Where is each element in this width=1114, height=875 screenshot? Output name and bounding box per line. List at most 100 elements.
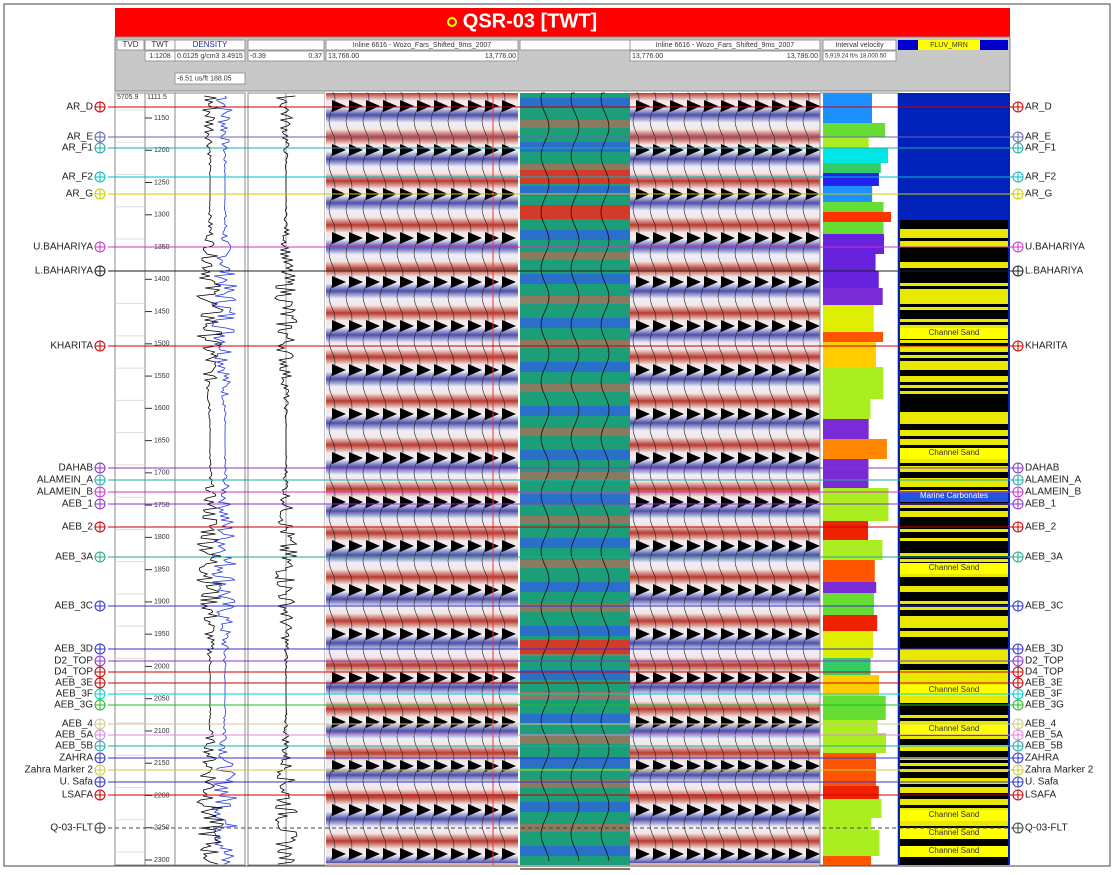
horizon-label-left: AEB_4 <box>62 719 94 730</box>
horizon-label-left: AEB_3G <box>54 700 93 711</box>
facies-stripe <box>900 397 1008 400</box>
seismic-band <box>630 159 820 181</box>
facies-stripe <box>900 760 1008 763</box>
facies-stripe <box>900 598 1008 601</box>
seismic-band <box>630 291 820 313</box>
velocity-block <box>823 419 869 439</box>
horizon-label-left: AEB_5B <box>55 741 93 752</box>
header-text: Interval velocity <box>835 42 884 49</box>
facies-stripe <box>900 316 1008 319</box>
synthetic-band <box>520 252 630 260</box>
facies-stripe <box>900 640 1008 643</box>
horizon-label-right: AEB_3D <box>1025 644 1063 655</box>
horizon-label-right: AEB_4 <box>1025 719 1057 730</box>
facies-stripe <box>900 469 1008 472</box>
twt-tick-label: 1950 <box>154 631 170 638</box>
facies-stripe <box>900 511 1008 514</box>
twt-tick-label: 2050 <box>154 696 170 703</box>
facies-stripe <box>900 577 1008 580</box>
seismic-band <box>630 863 820 865</box>
facies-stripe <box>900 319 1008 322</box>
velocity-block <box>823 123 885 137</box>
seismic-band <box>630 731 820 753</box>
velocity-block <box>823 271 879 288</box>
seismic-band <box>630 687 820 709</box>
facies-stripe <box>900 364 1008 367</box>
facies-stripe <box>900 232 1008 235</box>
facies-stripe <box>900 559 1008 562</box>
facies-label: Channel Sand <box>929 724 980 733</box>
seismic-band <box>630 599 820 621</box>
velocity-block <box>823 332 883 342</box>
velocity-block <box>823 696 886 720</box>
facies-stripe <box>900 376 1008 379</box>
facies-stripe <box>900 610 1008 613</box>
seismic-band <box>630 819 820 841</box>
facies-stripe <box>900 700 1008 703</box>
facies-stripe <box>900 421 1008 424</box>
facies-stripe <box>900 535 1008 538</box>
twt-tick-label: 1300 <box>154 212 170 219</box>
facies-stripe <box>900 616 1008 619</box>
horizon-label-left: ALAMEIN_A <box>37 475 93 486</box>
facies-stripe <box>900 355 1008 358</box>
horizon-label-right: AEB_2 <box>1025 522 1057 533</box>
facies-stripe <box>900 508 1008 511</box>
facies-stripe <box>900 763 1008 766</box>
horizon-label-right: AR_F1 <box>1025 143 1057 154</box>
well-section-window: QSR-03 [TWT] TVDTWTDENSITYInline 6616 - … <box>0 0 1114 870</box>
synthetic-band <box>520 142 630 152</box>
facies-stripe <box>900 841 1008 844</box>
facies-stripe <box>900 706 1008 709</box>
velocity-block <box>823 93 872 123</box>
seismic-band <box>326 863 518 865</box>
velocity-block <box>823 305 874 332</box>
horizon-label-right: L.BAHARIYA <box>1025 266 1083 277</box>
facies-stripe <box>900 418 1008 421</box>
synthetic-band <box>520 604 630 612</box>
facies-stripe <box>900 292 1008 295</box>
synthetic-band <box>520 714 630 724</box>
horizon-label-right: ALAMEIN_A <box>1025 475 1081 486</box>
facies-stripe <box>900 430 1008 433</box>
twt-tick-label: 1550 <box>154 373 170 380</box>
velocity-block <box>823 163 881 173</box>
facies-stripe <box>900 631 1008 634</box>
facies-stripe <box>900 295 1008 298</box>
twt-tick-label: 1150 <box>154 115 169 122</box>
seismic-band <box>326 291 518 313</box>
synthetic-band <box>520 516 630 524</box>
facies-stripe <box>900 541 1008 544</box>
facies-stripe <box>900 655 1008 658</box>
facies-stripe <box>900 439 1008 442</box>
header-text: DENSITY <box>193 40 228 49</box>
twt-tick-label: 1400 <box>154 276 170 283</box>
velocity-block <box>823 560 875 582</box>
synthetic-band <box>520 472 630 480</box>
synthetic-band <box>520 318 630 328</box>
twt-tick-label: 1250 <box>154 179 170 186</box>
header-cell <box>248 40 324 50</box>
seismic-band <box>630 467 820 489</box>
facies-label: Channel Sand <box>929 448 980 457</box>
facies-stripe <box>900 742 1008 745</box>
facies-stripe <box>900 592 1008 595</box>
synthetic-band <box>520 692 630 700</box>
synthetic-band <box>520 384 630 392</box>
header-text: 13,776.00 <box>632 53 663 60</box>
facies-stripe <box>900 715 1008 718</box>
title: QSR-03 [TWT] <box>463 10 597 32</box>
facies-stripe <box>900 748 1008 751</box>
horizon-label-right: Zahra Marker 2 <box>1025 765 1094 776</box>
facies-stripe <box>900 751 1008 754</box>
seismic-band <box>630 115 820 137</box>
facies-stripe <box>900 796 1008 799</box>
synthetic-band <box>520 780 630 788</box>
seismic-band <box>630 775 820 797</box>
facies-stripe <box>900 241 1008 244</box>
velocity-block <box>823 459 868 488</box>
facies-stripe <box>900 709 1008 712</box>
seismic-band <box>326 687 518 709</box>
horizon-label-right: ALAMEIN_B <box>1025 487 1081 498</box>
tvd-top: 5705.9 <box>117 94 139 101</box>
